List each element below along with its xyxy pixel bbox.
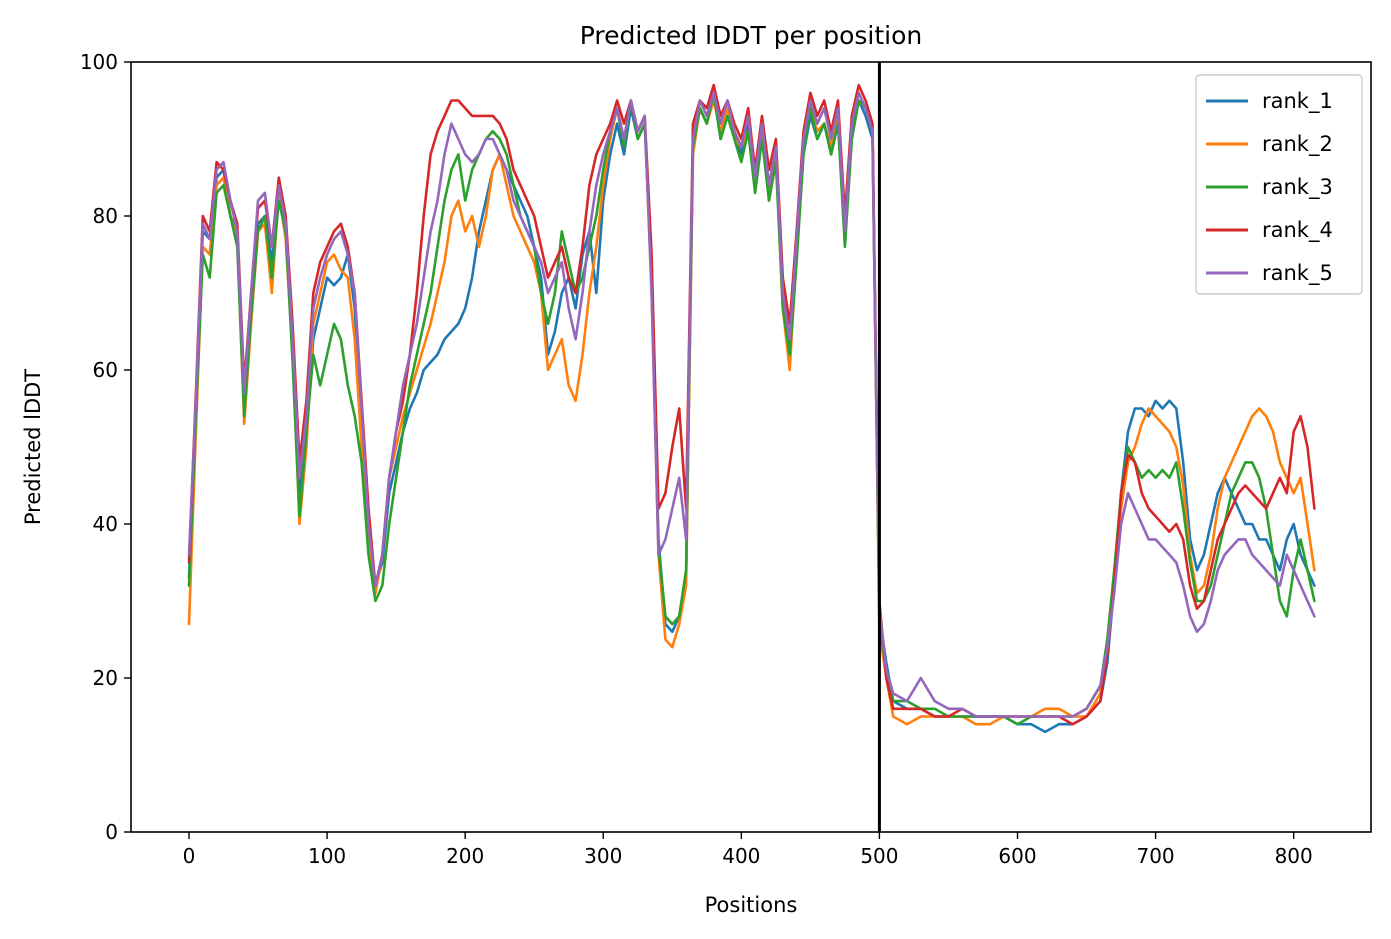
legend-label-rank-5: rank_5	[1262, 261, 1333, 286]
legend: rank_1 rank_2 rank_3 rank_4 rank_5	[1195, 74, 1363, 295]
x-tick-label: 600	[998, 844, 1036, 868]
legend-label-rank-3: rank_3	[1262, 175, 1333, 200]
legend-box	[1195, 74, 1363, 295]
x-axis-label: Positions	[705, 893, 798, 917]
plot-lines	[187, 83, 1316, 734]
legend-label-rank-4: rank_4	[1262, 218, 1333, 243]
y-tick-label: 80	[93, 204, 118, 228]
y-tick-label: 0	[105, 820, 118, 844]
chart-title: Predicted lDDT per position	[580, 21, 922, 50]
legend-label-rank-1: rank_1	[1262, 89, 1333, 114]
y-tick-label: 60	[93, 358, 118, 382]
x-axis-ticks: 0 100 200 300 400 500 600 700 800	[183, 832, 1313, 868]
x-tick-label: 500	[860, 844, 898, 868]
series-line-rank-5	[187, 91, 1316, 718]
y-tick-label: 40	[93, 512, 118, 536]
x-tick-label: 300	[584, 844, 622, 868]
x-tick-label: 700	[1136, 844, 1174, 868]
x-tick-label: 400	[722, 844, 760, 868]
y-tick-label: 20	[93, 666, 118, 690]
y-axis-ticks: 0 20 40 60 80 100	[80, 50, 131, 844]
legend-label-rank-2: rank_2	[1262, 132, 1333, 157]
plot-frame	[130, 61, 1372, 833]
y-axis-label: Predicted lDDT	[21, 369, 45, 525]
x-tick-label: 0	[183, 844, 196, 868]
x-tick-label: 200	[446, 844, 484, 868]
x-tick-label: 100	[308, 844, 346, 868]
x-tick-label: 800	[1275, 844, 1313, 868]
series-line-rank-3	[187, 91, 1316, 726]
y-tick-label: 100	[80, 50, 118, 74]
